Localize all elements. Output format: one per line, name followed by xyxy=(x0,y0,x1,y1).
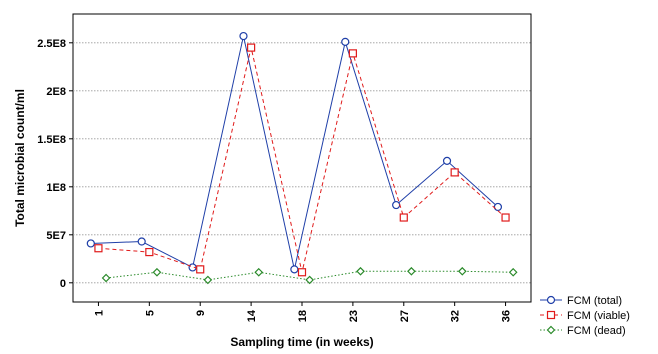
series-square xyxy=(94,43,510,277)
data-point xyxy=(254,267,264,277)
grid-lines xyxy=(73,42,531,284)
y-axis-ticks: 0 5E7 1E8 1.5E8 2E8 2.5E8 xyxy=(37,38,73,290)
x-tick-label: 9 xyxy=(195,310,207,316)
y-tick-label: 2.5E8 xyxy=(37,38,66,50)
data-point xyxy=(501,213,510,222)
data-point xyxy=(305,275,314,285)
legend-marker xyxy=(546,325,556,335)
x-tick-label: 14 xyxy=(246,309,258,322)
data-point xyxy=(392,200,401,210)
y-axis-title: Total microbial count/ml xyxy=(13,89,27,227)
data-point xyxy=(399,213,408,222)
data-point xyxy=(356,266,365,276)
data-point xyxy=(457,266,467,276)
series-circle xyxy=(86,31,503,274)
data-point xyxy=(101,273,111,283)
data-point xyxy=(450,168,459,177)
plot-area xyxy=(72,13,532,303)
series-diamond xyxy=(101,266,518,285)
data-point xyxy=(442,156,452,165)
data-point xyxy=(94,244,103,253)
legend-label: FCM (total) xyxy=(567,295,622,307)
y-tick-label: 1E8 xyxy=(46,182,66,194)
data-point xyxy=(203,275,213,285)
y-tick-label: 1.5E8 xyxy=(37,134,66,146)
data-point xyxy=(348,49,357,58)
data-point xyxy=(196,265,205,274)
y-tick-label: 2E8 xyxy=(46,86,66,98)
data-point xyxy=(290,265,299,274)
data-point xyxy=(297,268,307,277)
legend: FCM (total) FCM (viable) FCM (dead) xyxy=(540,295,630,337)
x-axis-title: Sampling time (in weeks) xyxy=(230,335,373,349)
data-point xyxy=(137,237,146,246)
x-tick-label: 5 xyxy=(144,310,156,316)
y-tick-label: 0 xyxy=(60,278,66,290)
data-point xyxy=(145,247,154,257)
legend-label: FCM (viable) xyxy=(567,310,630,322)
data-point xyxy=(493,202,503,212)
legend-label: FCM (dead) xyxy=(567,325,626,337)
data-point xyxy=(407,266,416,276)
x-tick-label: 1 xyxy=(93,310,105,316)
x-tick-label: 18 xyxy=(297,310,309,322)
data-point xyxy=(152,267,162,277)
y-tick-label: 5E7 xyxy=(46,230,66,242)
data-point xyxy=(508,267,518,277)
x-tick-label: 23 xyxy=(348,310,360,322)
series-group xyxy=(86,31,518,285)
legend-marker xyxy=(546,295,556,305)
legend-marker xyxy=(546,310,556,320)
x-tick-label: 27 xyxy=(399,310,411,322)
x-tick-label: 36 xyxy=(501,310,513,322)
x-axis-ticks: 1 5 9 14 18 23 27 32 36 xyxy=(93,302,513,322)
data-point xyxy=(239,31,248,41)
x-tick-label: 32 xyxy=(450,310,462,322)
data-point xyxy=(247,43,256,52)
data-point xyxy=(341,37,350,46)
data-point xyxy=(86,239,95,248)
